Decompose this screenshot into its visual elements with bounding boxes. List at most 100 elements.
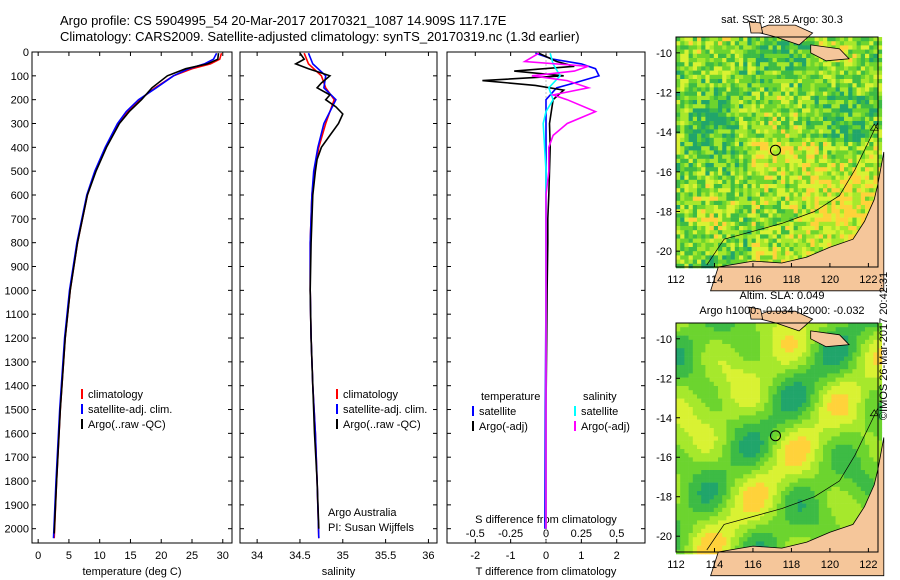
map-frame-sla — [675, 322, 879, 553]
y-tick-label: 1900 — [5, 500, 29, 512]
x2-tick-label: -0.25 — [498, 528, 523, 540]
x-tick-label: 2 — [614, 550, 620, 562]
series-line-argo---raw--qc- — [293, 52, 344, 529]
header-line-1: Argo profile: CS 5904995_54 20-Mar-2017 … — [60, 13, 507, 28]
legend-entry: Argo(..raw -QC) — [88, 419, 166, 431]
y-tick-label: 800 — [11, 238, 29, 250]
y-tick-label: 1400 — [5, 381, 29, 393]
x-tick-label: 20 — [155, 550, 167, 562]
y-tick-label: 600 — [11, 190, 29, 202]
map-x-tick-label: 120 — [821, 274, 839, 286]
map-y-tick-label: -12 — [656, 88, 672, 100]
map-y-tick-label: -16 — [656, 167, 672, 179]
y-tick-label: 1200 — [5, 333, 29, 345]
x-tick-label: 10 — [94, 550, 106, 562]
x-axis-label-diff: T difference from climatology — [476, 566, 617, 578]
island — [748, 306, 764, 320]
map-sla — [676, 306, 885, 577]
map-x-tick-label: 122 — [859, 274, 877, 286]
legend-entry: Argo(..raw -QC) — [343, 419, 421, 431]
x-tick-label: 0 — [35, 550, 41, 562]
sla-map-title: Altim. SLA: 0.049 — [739, 290, 825, 302]
x-tick-label: 34.5 — [289, 550, 310, 562]
y-tick-label: 2000 — [5, 524, 29, 536]
y-tick-label: 100 — [11, 71, 29, 83]
y-tick-label: 700 — [11, 214, 29, 226]
reef-marker — [869, 409, 879, 417]
y-tick-label: 200 — [11, 95, 29, 107]
x-tick-label: 36 — [422, 550, 434, 562]
argo-location-marker — [769, 144, 781, 156]
sst-map-title: sat. SST: 28.5 Argo: 30.3 — [721, 14, 843, 26]
map-y-tick-label: -18 — [656, 492, 672, 504]
legend-entry: climatology — [88, 389, 144, 401]
x2-tick-label: 0.5 — [609, 528, 624, 540]
y-tick-label: 1600 — [5, 428, 29, 440]
x-tick-label: 34 — [251, 550, 263, 562]
map-frame-sst — [675, 36, 879, 268]
map-y-tick-label: -10 — [656, 334, 672, 346]
y-tick-label: 900 — [11, 262, 29, 274]
x-tick-label: -2 — [470, 550, 480, 562]
y-tick-label: 1700 — [5, 452, 29, 464]
depth-contour — [706, 122, 879, 266]
imos-timestamp: ©IMOS 26-Mar-2017 20:42:31 — [878, 271, 890, 420]
y-tick-label: 400 — [11, 142, 29, 154]
legend-entry: satellite-adj. clim. — [343, 404, 427, 416]
y-tick-label: 300 — [11, 119, 29, 131]
x2-tick-label: 0.25 — [571, 528, 592, 540]
legend-entry: climatology — [343, 389, 399, 401]
map-x-tick-label: 122 — [859, 559, 877, 571]
legend-entry: satellite — [479, 406, 516, 418]
map-x-tick-label: 116 — [744, 559, 762, 571]
island — [748, 20, 764, 34]
legend-group-title: temperature — [481, 391, 540, 403]
map-x-tick-label: 118 — [783, 274, 801, 286]
map-y-tick-label: -10 — [656, 48, 672, 60]
map-x-tick-label: 114 — [706, 559, 724, 571]
x-axis-label-temp: temperature (deg C) — [82, 566, 181, 578]
plot-frame-sal — [239, 51, 438, 544]
y-tick-label: 0 — [23, 47, 29, 59]
map-x-tick-label: 112 — [667, 274, 685, 286]
annotation-line: PI: Susan Wijffels — [328, 522, 414, 534]
map-x-tick-label: 120 — [821, 559, 839, 571]
land-australia — [710, 437, 885, 577]
legend-entry: satellite-adj. clim. — [88, 404, 172, 416]
map-x-tick-label: 114 — [706, 274, 724, 286]
x-tick-label: -1 — [506, 550, 516, 562]
x-axis-label-sal: salinity — [322, 566, 356, 578]
x-tick-label: 5 — [66, 550, 72, 562]
map-x-tick-label: 116 — [744, 274, 762, 286]
land-australia — [710, 151, 885, 292]
x-tick-label: 25 — [186, 550, 198, 562]
map-y-tick-label: -14 — [656, 127, 672, 139]
map-y-tick-label: -20 — [656, 246, 672, 258]
x-tick-label: 0 — [543, 550, 549, 562]
sla-map-subtitle: Argo h1000: -0.034 h2000: -0.032 — [699, 305, 865, 317]
x2-tick-label: -0.5 — [466, 528, 485, 540]
series-line-salinity-argo--adj- — [522, 52, 598, 529]
island — [810, 330, 850, 348]
map-y-tick-label: -14 — [656, 413, 672, 425]
y-tick-label: 1000 — [5, 285, 29, 297]
x-tick-label: 30 — [217, 550, 229, 562]
legend-entry: Argo(-adj) — [479, 421, 528, 433]
header-line-2: Climatology: CARS2009. Satellite-adjuste… — [60, 29, 580, 44]
y-tick-label: 1300 — [5, 357, 29, 369]
map-y-tick-label: -16 — [656, 452, 672, 464]
legend-group-title: salinity — [583, 391, 617, 403]
argo-location-marker — [769, 430, 781, 442]
x-tick-label: 15 — [124, 550, 136, 562]
reef-marker — [869, 123, 879, 131]
plot-frame-temp — [31, 51, 233, 544]
legend-entry: satellite — [581, 406, 618, 418]
island — [810, 44, 850, 62]
y-tick-label: 1500 — [5, 405, 29, 417]
annotation-line: Argo Australia — [328, 507, 397, 519]
map-y-tick-label: -18 — [656, 206, 672, 218]
x-tick-label: 35.5 — [375, 550, 396, 562]
series-line-argo---raw--qc- — [53, 53, 220, 534]
legend-entry: Argo(-adj) — [581, 421, 630, 433]
